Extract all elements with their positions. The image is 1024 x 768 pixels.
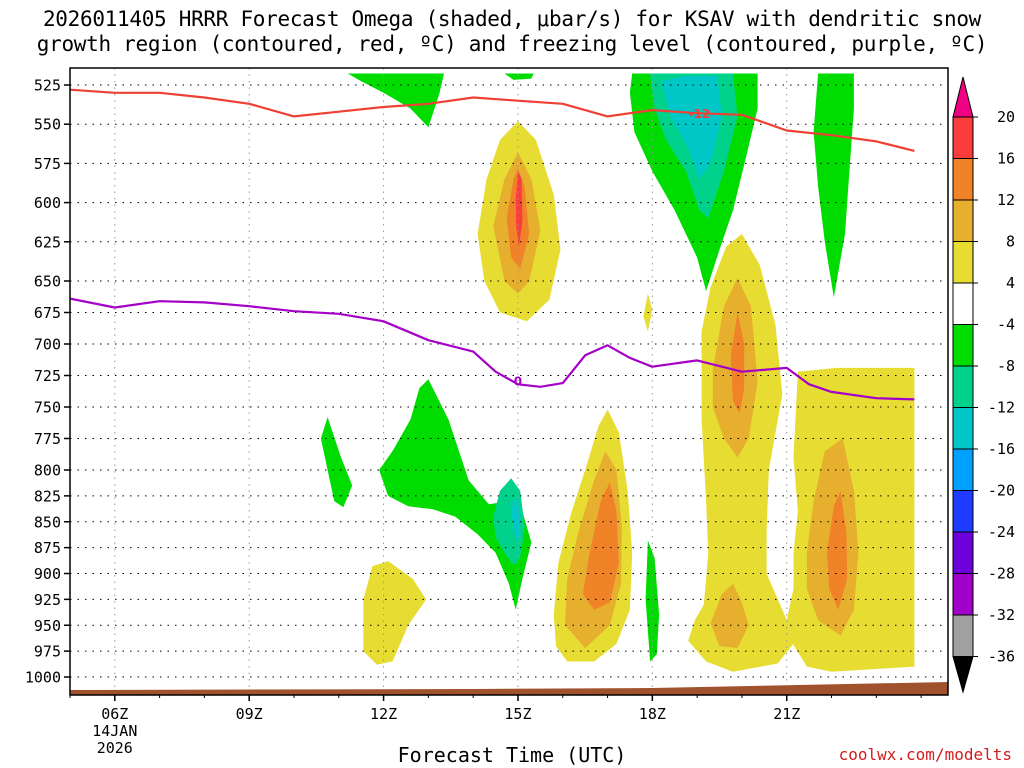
colorbar-top-arrow [952,76,974,118]
colorbar-swatch--32to-28 [952,573,974,616]
colorbar-label-20: 20 [997,108,1015,126]
colorbar-label--32: -32 [988,606,1015,624]
omega-region-18 [661,76,722,180]
colorbar-label-4: 4 [1006,274,1015,292]
omega-region-20 [347,73,444,128]
colorbar-swatch--24to-20 [952,490,974,533]
y-tick-label-625: 625 [34,233,61,251]
colorbar-swatch--4to4 [952,282,974,325]
omega-region-25 [320,417,353,508]
gridlines [70,68,948,695]
colorbar-swatch-8to12 [952,199,974,242]
colorbar-swatch--36to-32 [952,614,974,657]
terrain-strip [70,682,948,695]
colorbar-swatch--12to-8 [952,365,974,408]
y-tick-label-875: 875 [34,539,61,557]
chart-title-line-2: growth region (contoured, red, ºC) and f… [36,32,988,56]
y-tick-label-825: 825 [34,487,61,505]
x-tick-label-06Z: 06Z [101,705,128,723]
x-year-label: 2026 [97,739,133,757]
omega-region-6 [582,482,619,610]
y-tick-label-550: 550 [34,116,61,134]
contour-line-1 [70,297,915,401]
chart-title-line-1: 2026011405 HRRR Forecast Omega (shaded, … [42,7,982,31]
colorbar-swatch--16to-12 [952,407,974,450]
terrain-layer [70,682,948,695]
y-tick-label-750: 750 [34,399,61,417]
colorbar-label-12: 12 [997,191,1015,209]
x-tick-label-18Z: 18Z [639,705,666,723]
x-tick-label-12Z: 12Z [370,705,397,723]
axes: 525 550 575 600 625 650 675 700 725 750 775 800 825 8… [25,77,922,757]
colorbar-swatch--28to-24 [952,531,974,574]
y-tick-label-850: 850 [34,513,61,531]
omega-region-11 [730,312,745,414]
y-tick-label-775: 775 [34,430,61,448]
omega-region-26 [645,540,660,662]
colorbar: 20 16 12 8 4 -4 -8 -12 -16 -20 -24 -28 -32 -36 [952,76,1015,694]
y-tick-label-950: 950 [34,617,61,635]
x-date-label: 14JAN [92,722,137,740]
colorbar-swatch-16to20 [952,116,974,159]
colorbar-label--8: -8 [997,357,1015,375]
colorbar-swatch--20to-16 [952,448,974,491]
plot-frame [69,67,949,696]
colorbar-label--16: -16 [988,440,1015,458]
omega-region-19 [813,73,854,298]
y-tick-label-525: 525 [34,77,61,95]
y-tick-label-1000: 1000 [25,669,61,687]
omega-region-9 [688,234,796,672]
y-tick-label-575: 575 [34,155,61,173]
omega-region-21 [504,73,534,80]
contour-layer: -12 0 [70,88,915,401]
colorbar-swatch-12to16 [952,158,974,201]
colorbar-label--24: -24 [988,523,1015,541]
omega-region-15 [827,490,848,610]
colorbar-label--36: -36 [988,648,1015,666]
omega-shading-layer [320,73,915,672]
y-tick-label-800: 800 [34,462,61,480]
credit-text: coolwx.com/modelts [838,745,1012,764]
x-tick-label-21Z: 21Z [773,705,800,723]
colorbar-bottom-arrow [952,656,974,694]
contour-line-0 [70,88,915,152]
colorbar-label-16: 16 [997,150,1015,168]
colorbar-label--28: -28 [988,565,1015,583]
contour-label-0: -12 [689,107,711,121]
y-tick-label-650: 650 [34,273,61,291]
plot-border [69,67,949,696]
y-tick-label-600: 600 [34,194,61,212]
x-tick-label-15Z: 15Z [504,705,531,723]
colorbar-label--20: -20 [988,482,1015,500]
colorbar-label--12: -12 [988,399,1015,417]
omega-region-7 [363,561,427,665]
omega-region-22 [379,379,532,610]
colorbar-label--4: -4 [997,316,1015,334]
omega-region-3 [515,171,523,247]
omega-region-12 [710,583,749,648]
y-tick-label-675: 675 [34,304,61,322]
y-tick-label-725: 725 [34,367,61,385]
contour-label-1: 0 [514,375,522,389]
x-axis-title: Forecast Time (UTC) [397,743,627,767]
y-tick-label-700: 700 [34,336,61,354]
y-tick-label-900: 900 [34,565,61,583]
colorbar-label-8: 8 [1006,233,1015,251]
colorbar-swatch--8to-4 [952,324,974,367]
omega-region-24 [511,495,521,541]
y-tick-label-975: 975 [34,643,61,661]
x-tick-label-09Z: 09Z [236,705,263,723]
colorbar-swatch-4to8 [952,241,974,284]
y-tick-label-925: 925 [34,591,61,609]
